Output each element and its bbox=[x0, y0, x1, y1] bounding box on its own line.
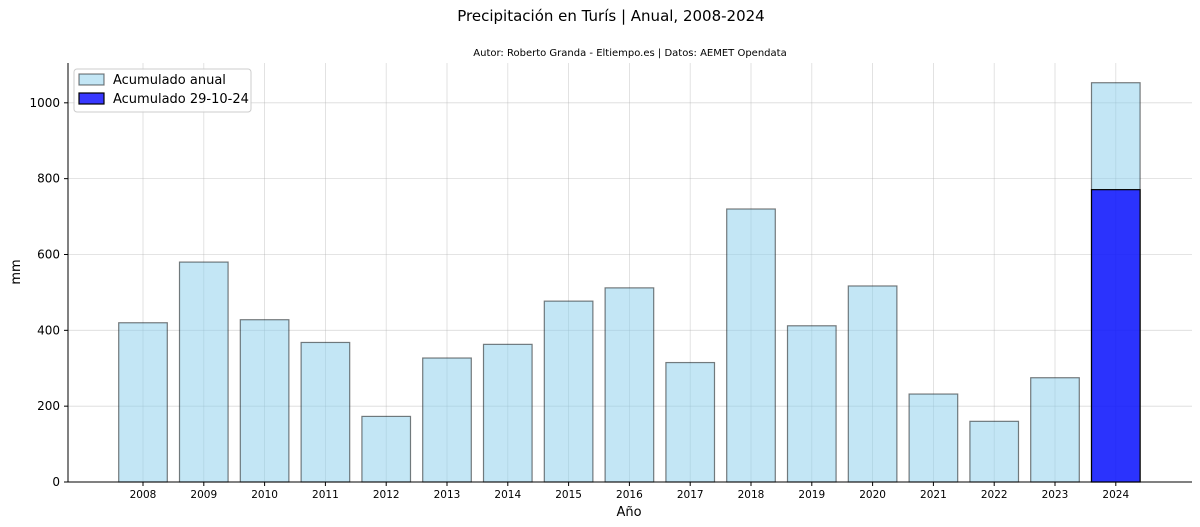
x-tick-label: 2020 bbox=[859, 489, 886, 501]
legend-swatch-acumulado-anual bbox=[78, 73, 105, 86]
x-tick-label: 2015 bbox=[555, 489, 582, 501]
bar-acumulado-anual-2021 bbox=[908, 393, 959, 483]
x-tick-label: 2013 bbox=[434, 489, 461, 501]
x-tick-label: 2012 bbox=[373, 489, 400, 501]
x-tick-label: 2008 bbox=[130, 489, 157, 501]
bar-acumulado-anual-2015 bbox=[543, 300, 594, 483]
legend-label-acumulado-29-10-24: Acumulado 29-10-24 bbox=[113, 92, 249, 107]
y-tick-label: 400 bbox=[37, 323, 60, 337]
bar-acumulado-anual-2012 bbox=[361, 415, 412, 483]
x-axis-label: Año bbox=[616, 505, 641, 520]
x-tick-label: 2021 bbox=[920, 489, 947, 501]
bar-acumulado-anual-2017 bbox=[665, 361, 716, 483]
chart-title: Precipitación en Turís | Anual, 2008-202… bbox=[457, 7, 764, 25]
legend-swatch-acumulado-29-10-24 bbox=[78, 92, 105, 105]
bar-acumulado-29-10-24-2024 bbox=[1090, 189, 1141, 483]
y-tick-label: 0 bbox=[52, 475, 60, 489]
x-tick-label: 2023 bbox=[1042, 489, 1069, 501]
x-tick-label: 2017 bbox=[677, 489, 704, 501]
bar-acumulado-anual-2019 bbox=[786, 325, 837, 483]
y-tick-label: 200 bbox=[37, 399, 60, 413]
bar-acumulado-anual-2011 bbox=[300, 341, 351, 483]
x-tick-label: 2009 bbox=[190, 489, 217, 501]
bar-acumulado-anual-2014 bbox=[482, 343, 533, 483]
bar-acumulado-anual-2022 bbox=[969, 420, 1020, 483]
bar-acumulado-anual-2018 bbox=[726, 208, 776, 483]
x-tick-label: 2024 bbox=[1102, 489, 1129, 501]
y-axis-label: mm bbox=[9, 259, 24, 284]
bar-acumulado-anual-2020 bbox=[847, 285, 898, 483]
bar-acumulado-anual-2013 bbox=[422, 357, 472, 483]
x-tick-label: 2014 bbox=[494, 489, 521, 501]
x-tick-label: 2016 bbox=[616, 489, 643, 501]
y-tick-label: 1000 bbox=[29, 96, 60, 110]
bars bbox=[118, 82, 1141, 483]
bar-acumulado-anual-2008 bbox=[118, 322, 168, 483]
x-tick-label: 2022 bbox=[981, 489, 1008, 501]
bar-acumulado-anual-2016 bbox=[604, 287, 655, 483]
bar-acumulado-anual-2010 bbox=[239, 319, 290, 483]
x-tick-label: 2018 bbox=[738, 489, 765, 501]
y-tick-label: 600 bbox=[37, 247, 60, 261]
bar-acumulado-anual-2023 bbox=[1030, 377, 1080, 483]
chart-subtitle: Autor: Roberto Granda - Eltiempo.es | Da… bbox=[473, 48, 786, 59]
x-tick-label: 2011 bbox=[312, 489, 339, 501]
x-tick-label: 2010 bbox=[251, 489, 278, 501]
axes: 0 200 400 600 800 1000 2008 2009 2010 2011 2012 201… bbox=[29, 63, 1192, 501]
x-tick-label: 2019 bbox=[798, 489, 825, 501]
y-tick-label: 800 bbox=[37, 172, 60, 186]
legend: Acumulado anual Acumulado 29-10-24 bbox=[73, 68, 252, 113]
legend-label-acumulado-anual: Acumulado anual bbox=[113, 73, 226, 88]
bar-acumulado-anual-2009 bbox=[178, 261, 229, 483]
legend-box bbox=[73, 68, 252, 113]
